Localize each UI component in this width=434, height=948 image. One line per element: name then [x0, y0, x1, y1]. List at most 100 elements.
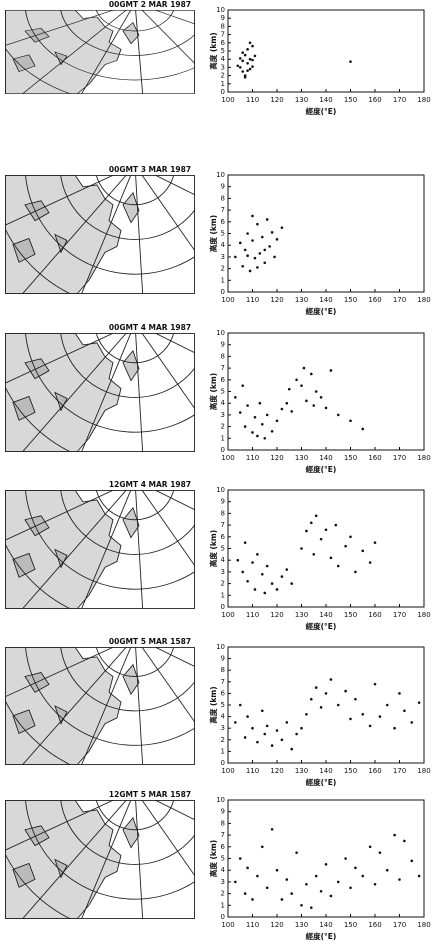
plot-frame	[227, 646, 425, 764]
point	[251, 65, 254, 68]
point	[243, 248, 247, 252]
point	[263, 248, 267, 252]
x-axis-label: 經度(°E)	[306, 777, 337, 787]
x-tick-label: 170	[393, 454, 406, 462]
point	[246, 866, 249, 870]
point	[280, 898, 284, 901]
point	[251, 58, 254, 62]
point	[243, 892, 247, 895]
x-tick-label: 150	[344, 296, 357, 304]
y-tick-label: 9	[221, 808, 225, 816]
point	[280, 226, 284, 229]
y-tick-label: 7	[221, 521, 225, 529]
y-tick-label: 9	[221, 14, 225, 22]
x-axis-label: 經度(°E)	[306, 106, 337, 116]
point	[285, 721, 289, 724]
y-axis-label: 高度 (km)	[208, 686, 218, 723]
y-tick-label: 5	[221, 701, 225, 709]
point	[246, 62, 249, 65]
y-tick-label: 3	[221, 63, 225, 71]
point	[336, 703, 340, 707]
y-axis-label: 高度 (km)	[208, 373, 218, 410]
point	[270, 231, 274, 234]
x-axis-label: 經度(°E)	[306, 306, 337, 316]
point	[361, 427, 365, 431]
point	[253, 54, 257, 58]
y-tick-label: 6	[221, 689, 226, 697]
point	[265, 413, 269, 417]
y-axis-label: 高度 (km)	[208, 840, 218, 877]
y-tick-label: 8	[221, 509, 225, 517]
x-axis-label: 經度(°E)	[306, 931, 337, 941]
point	[270, 582, 274, 585]
y-axis-label: 高度 (km)	[208, 32, 218, 69]
point	[251, 898, 254, 901]
point	[238, 857, 242, 860]
point	[256, 740, 259, 744]
y-tick-label: 4	[221, 866, 226, 874]
plot-frame	[227, 489, 425, 608]
y-tick-label: 8	[221, 194, 225, 202]
point	[268, 245, 271, 248]
y-tick-label: 2	[221, 890, 225, 898]
point	[305, 399, 308, 403]
y-tick-label: 1	[221, 434, 225, 442]
point	[246, 579, 249, 583]
x-tick-label: 100	[221, 296, 234, 304]
y-tick-label: 2	[221, 580, 225, 588]
x-tick-label: 140	[319, 96, 332, 104]
point	[290, 582, 294, 585]
point	[344, 857, 347, 860]
point	[314, 874, 318, 878]
panel-title: 12GMT 4 MAR 1987	[109, 480, 191, 489]
y-tick-label: 1	[221, 276, 225, 284]
point	[329, 556, 333, 560]
point	[373, 682, 377, 686]
point	[261, 845, 264, 849]
point	[263, 591, 267, 595]
x-tick-label: 110	[246, 767, 259, 775]
point	[251, 561, 254, 564]
x-tick-label: 150	[344, 454, 357, 462]
y-tick-label: 3	[221, 878, 225, 886]
y-tick-label: 7	[221, 831, 225, 839]
point	[378, 715, 382, 718]
point	[241, 384, 244, 387]
point	[354, 866, 357, 870]
point	[251, 214, 254, 218]
point	[246, 232, 249, 235]
point	[314, 514, 318, 518]
y-tick-label: 2	[221, 423, 225, 431]
point	[248, 67, 252, 71]
point	[265, 218, 269, 221]
x-tick-label: 140	[319, 767, 332, 775]
point	[336, 564, 340, 568]
point	[393, 726, 396, 730]
point	[398, 878, 401, 881]
x-tick-label: 170	[393, 921, 406, 929]
y-tick-label: 4	[221, 55, 226, 63]
x-tick-label: 130	[295, 611, 308, 619]
point	[329, 369, 333, 372]
point	[234, 721, 237, 724]
x-tick-label: 150	[344, 921, 357, 929]
x-tick-label: 180	[417, 921, 430, 929]
y-tick-label: 6	[221, 843, 226, 851]
point	[310, 372, 313, 376]
point	[285, 568, 289, 571]
point	[314, 390, 318, 393]
point	[248, 57, 252, 61]
point	[319, 537, 323, 541]
point	[349, 717, 352, 721]
x-tick-label: 110	[246, 611, 259, 619]
x-tick-label: 160	[368, 96, 381, 104]
point	[275, 419, 279, 423]
x-tick-label: 120	[270, 96, 283, 104]
y-tick-label: 8	[221, 352, 225, 360]
point	[241, 264, 244, 268]
y-tick-label: 2	[221, 72, 225, 80]
point	[300, 726, 303, 730]
point	[258, 252, 262, 255]
point	[287, 387, 291, 391]
point	[256, 553, 259, 556]
